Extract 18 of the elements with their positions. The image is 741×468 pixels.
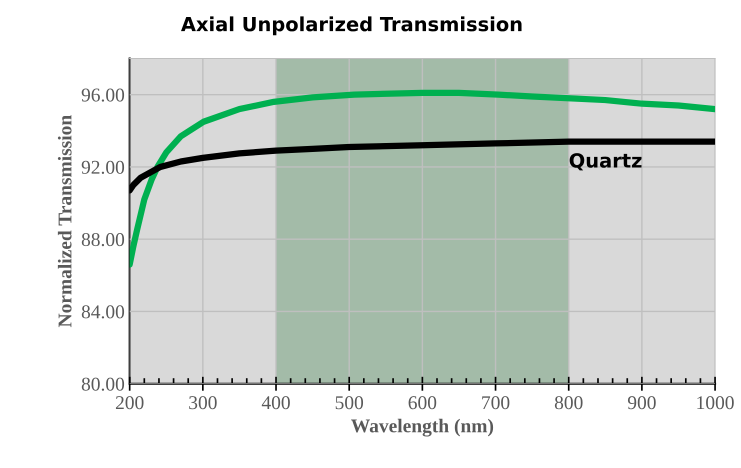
x-axis-title: Wavelength (nm) [351,418,494,437]
x-tick-label: 500 [336,396,364,410]
y-tick-label: 92.00 [82,160,124,174]
y-tick-label: 96.00 [82,88,124,102]
x-tick-label: 200 [116,396,144,410]
y-tick-label: 88.00 [82,233,124,246]
series-label: Quartz [570,153,642,170]
chart-title: Axial Unpolarized Transmission [180,16,522,36]
x-tick-label: 800 [554,396,583,410]
x-tick-label: 300 [189,396,217,410]
x-tick-label: 400 [262,396,290,410]
x-tick-label: 700 [482,396,510,410]
y-axis-title: Normalized Transmission [58,115,72,328]
x-tick-label: 600 [408,396,436,410]
x-tick-label: 900 [628,396,656,410]
y-tick-label: 80.00 [82,378,124,391]
y-tick-label: 84.00 [82,305,124,319]
x-tick-label: 1000 [697,396,734,410]
